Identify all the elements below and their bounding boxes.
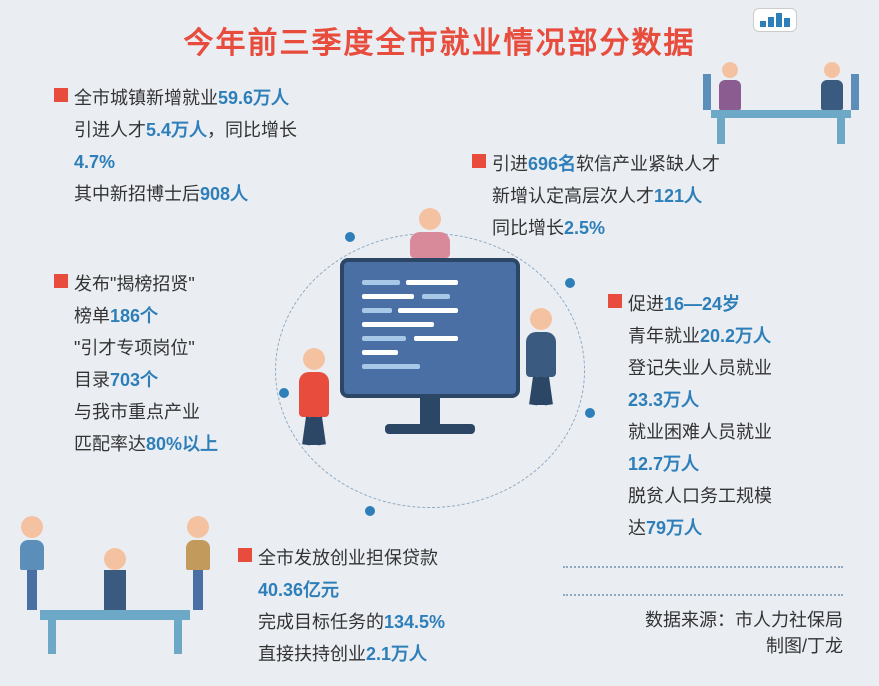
bullet-icon [54, 274, 68, 288]
highlight-value: 134.5% [384, 612, 445, 632]
ring-dot-icon [365, 506, 375, 516]
code-line-icon [422, 294, 450, 299]
person-left-icon [290, 348, 338, 448]
data-line: 全市城镇新增就业59.6万人 [54, 82, 297, 114]
data-block-b2: 引进696名软信产业紧缺人才新增认定高层次人才121人同比增长2.5% [472, 148, 720, 244]
ring-dot-icon [345, 232, 355, 242]
code-line-icon [362, 350, 398, 355]
code-line-icon [362, 280, 400, 285]
data-block-b4: 促进16—24岁青年就业20.2万人登记失业人员就业 23.3万人就业困难人员就业… [608, 288, 772, 544]
meeting-person-left-icon [20, 516, 44, 610]
bullet-icon [238, 548, 252, 562]
highlight-value: 80%以上 [146, 434, 218, 454]
data-block-b1: 全市城镇新增就业59.6万人引进人才5.4万人，同比增长 4.7% 其中新招博士后9… [54, 82, 297, 210]
highlight-value: 703个 [110, 370, 158, 390]
highlight-value: 121人 [654, 186, 702, 206]
code-line-icon [362, 336, 406, 341]
data-line: 引进696名软信产业紧缺人才 [472, 148, 720, 180]
code-line-icon [406, 280, 458, 285]
data-line: 新增认定高层次人才121人 [472, 180, 720, 212]
data-line: 青年就业20.2万人 [608, 320, 772, 352]
meeting-illustration [20, 498, 210, 638]
code-line-icon [414, 336, 458, 341]
data-line: 登记失业人员就业 [608, 352, 772, 384]
office-person-left-icon [719, 62, 741, 110]
code-line-icon [362, 308, 392, 313]
data-line: 目录703个 [54, 364, 218, 396]
meeting-person-right-icon [186, 516, 210, 610]
data-line: 40.36亿元 [238, 574, 445, 606]
meeting-person-standing-icon [104, 548, 126, 610]
data-line: 4.7% [54, 146, 297, 178]
designer-value: 丁龙 [807, 636, 843, 656]
highlight-value: 79万人 [646, 518, 702, 538]
highlight-value: 40.36亿元 [258, 580, 339, 600]
data-block-b3: 发布"揭榜招贤"榜单186个"引才专项岗位"目录703个与我市重点产业匹配率达8… [54, 268, 218, 460]
data-line: 榜单186个 [54, 300, 218, 332]
highlight-value: 59.6万人 [218, 88, 289, 108]
center-illustration [285, 238, 575, 498]
highlight-value: 16—24岁 [664, 294, 740, 314]
person-right-icon [517, 308, 565, 408]
bullet-icon [608, 294, 622, 308]
source-label: 数据来源： [645, 610, 735, 630]
data-line: "引才专项岗位" [54, 332, 218, 364]
highlight-value: 2.5% [564, 218, 605, 238]
divider [563, 566, 843, 568]
bullet-icon [54, 88, 68, 102]
highlight-value: 5.4万人 [146, 120, 207, 140]
data-line: 其中新招博士后908人 [54, 178, 297, 210]
data-line: 发布"揭榜招贤" [54, 268, 218, 300]
source-value: 市人力社保局 [735, 610, 843, 630]
data-line: 达79万人 [608, 512, 772, 544]
chart-bubble-icon [753, 8, 797, 32]
monitor-icon [340, 258, 520, 398]
code-line-icon [362, 294, 414, 299]
highlight-value: 12.7万人 [628, 454, 699, 474]
highlight-value: 20.2万人 [700, 326, 771, 346]
data-line: 就业困难人员就业 [608, 416, 772, 448]
data-line: 促进16—24岁 [608, 288, 772, 320]
code-line-icon [362, 322, 434, 327]
data-line: 直接扶持创业2.1万人 [238, 638, 445, 670]
data-line: 匹配率达80%以上 [54, 428, 218, 460]
highlight-value: 186个 [110, 306, 158, 326]
ring-dot-icon [565, 278, 575, 288]
bullet-icon [472, 154, 486, 168]
design-label: 制图/ [766, 636, 807, 656]
code-line-icon [362, 364, 420, 369]
data-line: 12.7万人 [608, 448, 772, 480]
office-illustration [701, 14, 861, 124]
highlight-value: 696名 [528, 154, 576, 174]
highlight-value: 2.1万人 [366, 644, 427, 664]
data-block-b5: 全市发放创业担保贷款 40.36亿元完成目标任务的134.5%直接扶持创业2.1万… [238, 542, 445, 670]
highlight-value: 908人 [200, 184, 248, 204]
data-line: 与我市重点产业 [54, 396, 218, 428]
highlight-value: 23.3万人 [628, 390, 699, 410]
ring-dot-icon [279, 388, 289, 398]
data-line: 引进人才5.4万人，同比增长 [54, 114, 297, 146]
highlight-value: 4.7% [74, 152, 115, 172]
office-person-right-icon [821, 62, 843, 110]
ring-dot-icon [585, 408, 595, 418]
data-line: 脱贫人口务工规模 [608, 480, 772, 512]
code-line-icon [398, 308, 458, 313]
data-line: 全市发放创业担保贷款 [238, 542, 445, 574]
credit-block: 数据来源：市人力社保局 制图/丁龙 [563, 594, 843, 658]
data-line: 完成目标任务的134.5% [238, 606, 445, 638]
data-line: 23.3万人 [608, 384, 772, 416]
